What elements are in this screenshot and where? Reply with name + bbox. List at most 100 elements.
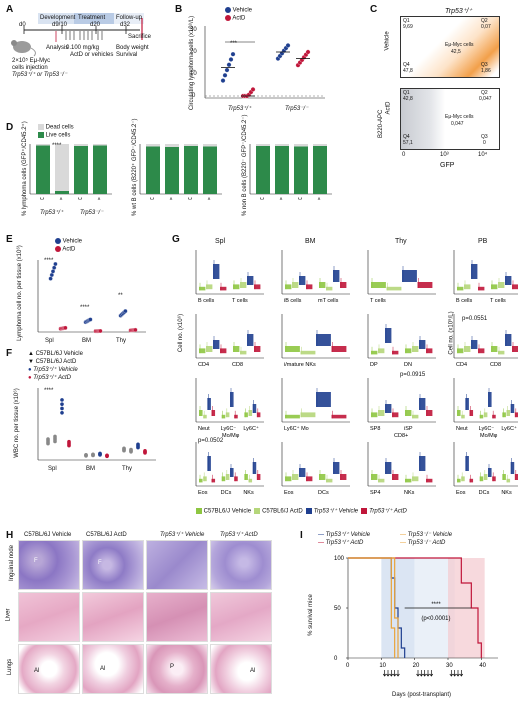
g-box bbox=[234, 414, 238, 419]
d-bar-live bbox=[203, 146, 217, 194]
g-xcat: Ly6C⁺ Mo bbox=[284, 425, 309, 432]
g-xcat: DCs bbox=[221, 490, 232, 496]
g-col-spl: Spl bbox=[215, 238, 226, 245]
g-xcat: T cells bbox=[490, 298, 506, 304]
histo-lung-c57-actd bbox=[82, 644, 144, 694]
g-box bbox=[247, 334, 254, 346]
h-col-1: C57BL/6J Vehicle bbox=[24, 532, 72, 538]
g-annot-1: p=0.0502 bbox=[198, 438, 224, 444]
g-box bbox=[491, 284, 498, 290]
flow-plot-actd: Q1 42,8 Q2 0,047 Eμ-Myc cells 0,047 Q4 5… bbox=[400, 88, 500, 150]
panel-i-legend-1: — Trp53⁺/⁺ Vehicle bbox=[318, 532, 371, 538]
g-box bbox=[412, 346, 419, 352]
g-box bbox=[221, 414, 226, 419]
day-20: d20 bbox=[90, 22, 101, 28]
g-box bbox=[326, 286, 333, 291]
g-box bbox=[502, 474, 506, 480]
g-xcat: CD4 bbox=[456, 362, 467, 368]
histo-lung-wt-veh bbox=[146, 644, 208, 694]
g-box bbox=[471, 340, 478, 349]
g-box bbox=[199, 286, 206, 291]
b-point bbox=[220, 78, 226, 83]
panel-b-ytick-0: 0 bbox=[192, 93, 196, 99]
g-legend: C57BL6/J Vehicle C57BL6/J ActD Trp53⁺/⁺ … bbox=[196, 508, 407, 515]
b-point bbox=[250, 87, 256, 92]
g-box bbox=[316, 334, 331, 346]
g-box bbox=[207, 398, 211, 410]
g-box bbox=[498, 350, 505, 355]
i-xtick-label: 0 bbox=[346, 663, 350, 669]
g-box bbox=[333, 270, 340, 282]
g-box bbox=[469, 410, 474, 416]
b-point bbox=[224, 67, 230, 73]
g-box bbox=[512, 284, 518, 290]
panel-b-label: B bbox=[175, 4, 183, 15]
h-col-3: Trp53⁺/⁺ Vehicle bbox=[160, 532, 205, 538]
g-box bbox=[316, 392, 331, 407]
g-box bbox=[419, 456, 426, 471]
g-box bbox=[244, 412, 248, 418]
g-box bbox=[488, 392, 492, 407]
g-xcat: Eos bbox=[198, 490, 208, 496]
g-box bbox=[464, 284, 471, 290]
g-box bbox=[285, 284, 292, 290]
e-point bbox=[88, 317, 93, 322]
g-box bbox=[457, 286, 464, 291]
g-box bbox=[240, 350, 247, 355]
d-xcat: A bbox=[59, 198, 63, 200]
i-dose-arrow bbox=[389, 670, 394, 677]
panel-e-xcat-bm: BM bbox=[82, 338, 91, 344]
g-box bbox=[402, 270, 417, 282]
g-xcat: DCs bbox=[479, 490, 490, 496]
g-box bbox=[392, 474, 399, 480]
g-box bbox=[514, 412, 518, 418]
i-dose-arrow bbox=[419, 670, 424, 677]
i-xtick-label: 10 bbox=[379, 663, 386, 669]
g-xcat: Ly6C⁻ bbox=[479, 426, 495, 432]
g-box bbox=[392, 412, 399, 418]
b-point bbox=[305, 49, 311, 55]
d-bar-live bbox=[146, 146, 160, 194]
g-box bbox=[319, 282, 326, 288]
g-annot-3: p=0.0915 bbox=[400, 372, 426, 378]
g-box bbox=[331, 414, 347, 419]
injection-line2: cells injection bbox=[12, 65, 48, 71]
g-box bbox=[479, 476, 484, 482]
f-point bbox=[136, 442, 140, 447]
i-series-line bbox=[348, 557, 482, 658]
g-box bbox=[240, 282, 247, 288]
g-box bbox=[256, 412, 261, 418]
d-xcat: V bbox=[188, 198, 192, 200]
panel-b-ytick-30: 30 bbox=[190, 27, 197, 33]
phase-followup: Follow-up bbox=[116, 15, 143, 21]
g-box bbox=[512, 346, 518, 352]
d-bar-live bbox=[184, 146, 198, 194]
g-xcat: B cells bbox=[456, 298, 472, 304]
d-bar-dead bbox=[275, 144, 289, 146]
g-box bbox=[506, 410, 511, 416]
panel-i-legend-3: — Trp53⁺/⁺ ActD bbox=[318, 540, 364, 546]
panel-e-xcat-spl: Spl bbox=[45, 338, 54, 344]
g-xcat: Eos bbox=[456, 490, 466, 496]
g-box bbox=[203, 414, 207, 419]
f-point bbox=[60, 398, 64, 402]
g-col-thy: Thy bbox=[395, 238, 407, 245]
panel-e-sig-1: **** bbox=[44, 258, 54, 264]
panel-e-legend-actd: ActD bbox=[55, 246, 75, 253]
f-point bbox=[46, 437, 50, 441]
g-box bbox=[469, 478, 474, 483]
g-box bbox=[199, 410, 203, 416]
panel-f-legend-3: ● Trp53⁺/⁺ Vehicle bbox=[28, 367, 78, 373]
panel-e-plot bbox=[37, 260, 146, 334]
dose-label: 0.100 mg/kg bbox=[66, 45, 100, 51]
g-box bbox=[386, 286, 402, 291]
g-box bbox=[326, 478, 333, 483]
g-xcat: DP bbox=[370, 362, 378, 368]
d-bar-dead bbox=[184, 144, 198, 146]
g-xcat: B cells bbox=[198, 298, 214, 304]
g-box bbox=[492, 414, 496, 419]
g-box bbox=[220, 348, 227, 354]
histo-lung-c57-veh bbox=[18, 644, 80, 694]
g-box bbox=[385, 328, 392, 343]
panel-f-label: F bbox=[6, 348, 13, 359]
